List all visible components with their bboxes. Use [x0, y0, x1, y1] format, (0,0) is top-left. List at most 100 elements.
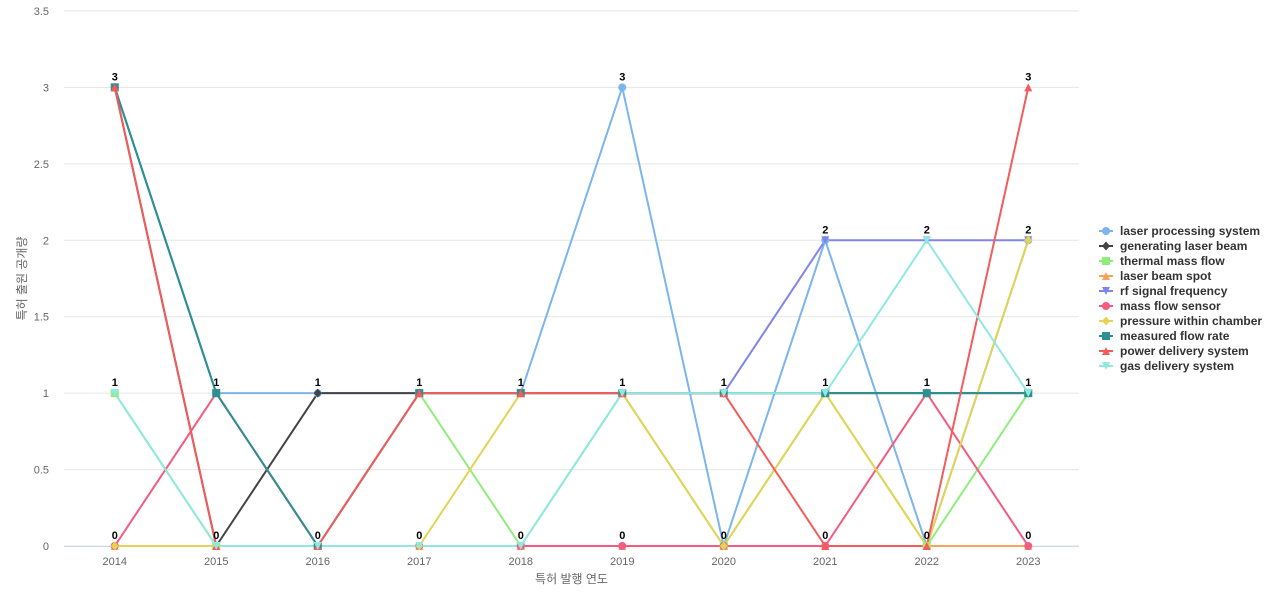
- y-tick-label: 0: [43, 541, 49, 553]
- data-labels: 3 1 0 1 0 1 0 1 0 1 0 3 1 0 1 0 2 1 0 2 1 0 3 2 1 0: [112, 71, 1032, 542]
- data-label: 1: [416, 377, 422, 389]
- data-label: 0: [619, 530, 625, 542]
- data-label: 1: [518, 377, 524, 389]
- data-point-marker: [922, 389, 931, 398]
- data-point-marker: [110, 83, 119, 92]
- legend-label: thermal mass flow: [1120, 254, 1225, 268]
- data-point-marker: [618, 542, 627, 550]
- legend-label: gas delivery system: [1120, 359, 1234, 373]
- x-tick-label: 2016: [306, 556, 330, 568]
- data-point-marker: [415, 389, 424, 398]
- x-tick-label: 2015: [204, 556, 228, 568]
- legend-marker-icon: [1102, 332, 1110, 340]
- y-tick-label: 1: [43, 388, 49, 400]
- data-point-marker: [110, 541, 119, 551]
- x-tick-label: 2020: [712, 556, 736, 568]
- x-tick-label: 2018: [509, 556, 533, 568]
- legend-label: laser processing system: [1120, 224, 1260, 238]
- legend-marker-icon: [1102, 257, 1110, 265]
- legend-marker-icon: [1102, 272, 1110, 280]
- data-label: 0: [924, 530, 930, 542]
- data-label: 0: [112, 530, 118, 542]
- data-point-marker: [1024, 389, 1033, 398]
- y-axis-title: 특허 출원 공개량: [15, 237, 29, 321]
- y-tick-label: 3.5: [34, 6, 49, 18]
- data-label: 1: [721, 377, 727, 389]
- legend-label: generating laser beam: [1120, 239, 1247, 253]
- legend-item[interactable]: mass flow sensor: [1099, 299, 1221, 313]
- data-label: 1: [924, 377, 930, 389]
- data-label: 0: [315, 530, 321, 542]
- data-label: 0: [822, 530, 828, 542]
- x-tick-label: 2014: [103, 556, 127, 568]
- data-point-marker: [1024, 542, 1033, 550]
- y-axis: 0 0.5 1 1.5 2 2.5 3 3.5: [34, 6, 49, 553]
- y-tick-label: 0.5: [34, 465, 49, 477]
- data-point-marker: [516, 542, 525, 550]
- data-point-marker: [313, 542, 322, 550]
- y-tick-label: 1.5: [34, 312, 49, 324]
- data-label: 0: [518, 530, 524, 542]
- legend-marker-icon: [1102, 241, 1110, 251]
- x-axis-title: 특허 발행 연도: [535, 571, 608, 586]
- data-label: 1: [315, 377, 321, 389]
- data-label: 3: [619, 71, 625, 83]
- series-markers: [110, 82, 1033, 551]
- legend-label: laser beam spot: [1120, 269, 1211, 283]
- data-point-marker: [1024, 235, 1033, 245]
- legend-marker-icon: [1102, 287, 1110, 295]
- legend-label: pressure within chamber: [1120, 314, 1262, 328]
- data-label: 1: [822, 377, 828, 389]
- data-label: 1: [619, 377, 625, 389]
- data-label: 2: [924, 224, 930, 236]
- data-label: 2: [822, 224, 828, 236]
- data-point-marker: [212, 542, 221, 550]
- data-label: 0: [1025, 530, 1031, 542]
- data-label: 3: [1025, 71, 1031, 83]
- x-tick-label: 2017: [407, 556, 431, 568]
- legend-item[interactable]: thermal mass flow: [1099, 254, 1225, 268]
- data-point-marker: [719, 389, 728, 398]
- data-point-marker: [110, 389, 119, 398]
- data-point-marker: [922, 542, 931, 550]
- data-label: 0: [721, 530, 727, 542]
- legend-item[interactable]: measured flow rate: [1099, 329, 1230, 343]
- legend-marker-icon: [1102, 316, 1110, 326]
- legend-item[interactable]: gas delivery system: [1099, 359, 1234, 373]
- legend-item[interactable]: power delivery system: [1099, 344, 1249, 358]
- y-tick-label: 2.5: [34, 159, 49, 171]
- series-lines: [113, 86, 1030, 547]
- data-point-marker: [821, 389, 830, 398]
- legend-label: measured flow rate: [1120, 329, 1230, 343]
- legend-marker-icon: [1102, 302, 1110, 310]
- data-label: 1: [112, 377, 118, 389]
- data-label: 3: [112, 71, 118, 83]
- data-label: 0: [213, 530, 219, 542]
- data-point-marker: [516, 389, 525, 398]
- data-point-marker: [922, 236, 931, 245]
- data-point-marker: [618, 389, 627, 398]
- x-tick-label: 2021: [813, 556, 837, 568]
- x-tick-label: 2023: [1016, 556, 1040, 568]
- data-point-marker: [1024, 83, 1033, 92]
- y-tick-label: 2: [43, 235, 49, 247]
- data-point-marker: [821, 542, 830, 550]
- data-point-marker: [415, 542, 424, 550]
- legend-item[interactable]: rf signal frequency: [1099, 284, 1228, 298]
- data-point-marker: [821, 236, 830, 245]
- data-point-marker: [719, 541, 728, 551]
- legend-marker-icon: [1102, 347, 1110, 355]
- data-label: 0: [416, 530, 422, 542]
- data-label: 1: [1025, 377, 1031, 389]
- series-line[interactable]: [113, 239, 1030, 547]
- legend-item[interactable]: generating laser beam: [1099, 239, 1247, 253]
- legend-item[interactable]: pressure within chamber: [1099, 314, 1262, 328]
- y-tick-label: 3: [43, 82, 49, 94]
- data-point-marker: [212, 389, 221, 398]
- legend-item[interactable]: laser processing system: [1099, 224, 1260, 238]
- legend-item[interactable]: laser beam spot: [1099, 269, 1211, 283]
- legend-label: power delivery system: [1120, 344, 1249, 358]
- x-tick-label: 2022: [915, 556, 939, 568]
